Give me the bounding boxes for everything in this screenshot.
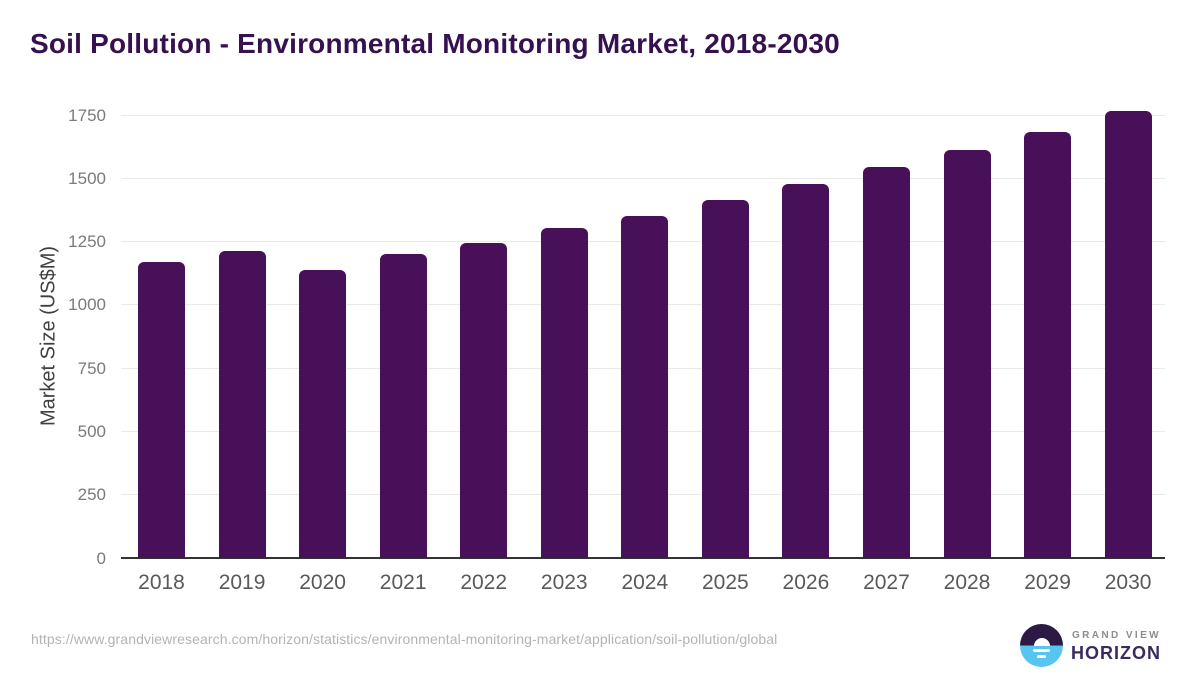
gridline <box>121 114 1165 116</box>
x-axis-tick-label: 2029 <box>1024 571 1071 594</box>
bar-2027 <box>862 167 910 558</box>
x-axis-tick-label: 2024 <box>621 571 669 594</box>
y-axis-tick-label: 1000 <box>68 295 106 315</box>
bar-2019 <box>218 251 266 558</box>
x-axis-tick-label: 2021 <box>379 571 427 594</box>
bar-2025 <box>701 200 749 558</box>
logo-arch-shape <box>1033 637 1050 646</box>
x-axis-tick-label: 2030 <box>1104 571 1152 594</box>
brand-name-bottom: HORIZON <box>1071 643 1161 663</box>
logo-horizon-line <box>1037 655 1046 658</box>
x-axis-tick-label: 2022 <box>460 571 508 594</box>
gridline <box>121 177 1165 179</box>
logo-horizon-line <box>1033 649 1050 652</box>
y-axis-tick-label: 500 <box>77 421 106 441</box>
x-axis-tick-label: 2018 <box>138 571 185 594</box>
bar-2026 <box>782 184 830 558</box>
bar-2028 <box>943 150 991 558</box>
horizon-sun-circle-icon <box>1020 624 1063 667</box>
bar-2022 <box>460 243 508 558</box>
brand-name-top: GRAND VIEW <box>1072 630 1161 641</box>
bar-2030 <box>1104 110 1152 558</box>
chart-title: Soil Pollution - Environmental Monitorin… <box>30 28 840 59</box>
x-axis-tick-label: 2027 <box>863 571 910 594</box>
y-axis-tick-label: 1750 <box>68 105 106 125</box>
x-axis-line <box>121 557 1165 559</box>
x-axis-tick-label: 2025 <box>701 571 749 594</box>
x-axis-tick-label: 2020 <box>299 571 346 594</box>
brand-logo: GRAND VIEW HORIZON <box>1020 624 1160 668</box>
x-axis-tick-label: 2019 <box>218 571 266 594</box>
x-axis-tick-label: 2026 <box>782 571 830 594</box>
x-axis-tick-label: 2023 <box>540 571 588 594</box>
bar-2021 <box>379 254 427 558</box>
y-axis-tick-label: 0 <box>96 548 106 568</box>
x-axis-tick-label: 2028 <box>943 571 991 594</box>
y-axis-tick-label: 750 <box>77 358 106 378</box>
bar-2029 <box>1024 131 1072 558</box>
source-url: https://www.grandviewresearch.com/horizo… <box>31 631 778 647</box>
y-axis-tick-label: 1500 <box>68 168 106 188</box>
bar-2020 <box>299 269 347 558</box>
bar-2024 <box>621 215 669 558</box>
y-axis-tick-label: 250 <box>77 485 106 505</box>
y-axis-tick-label: 1250 <box>68 232 106 252</box>
bar-2023 <box>540 228 588 558</box>
bar-2018 <box>138 261 185 558</box>
